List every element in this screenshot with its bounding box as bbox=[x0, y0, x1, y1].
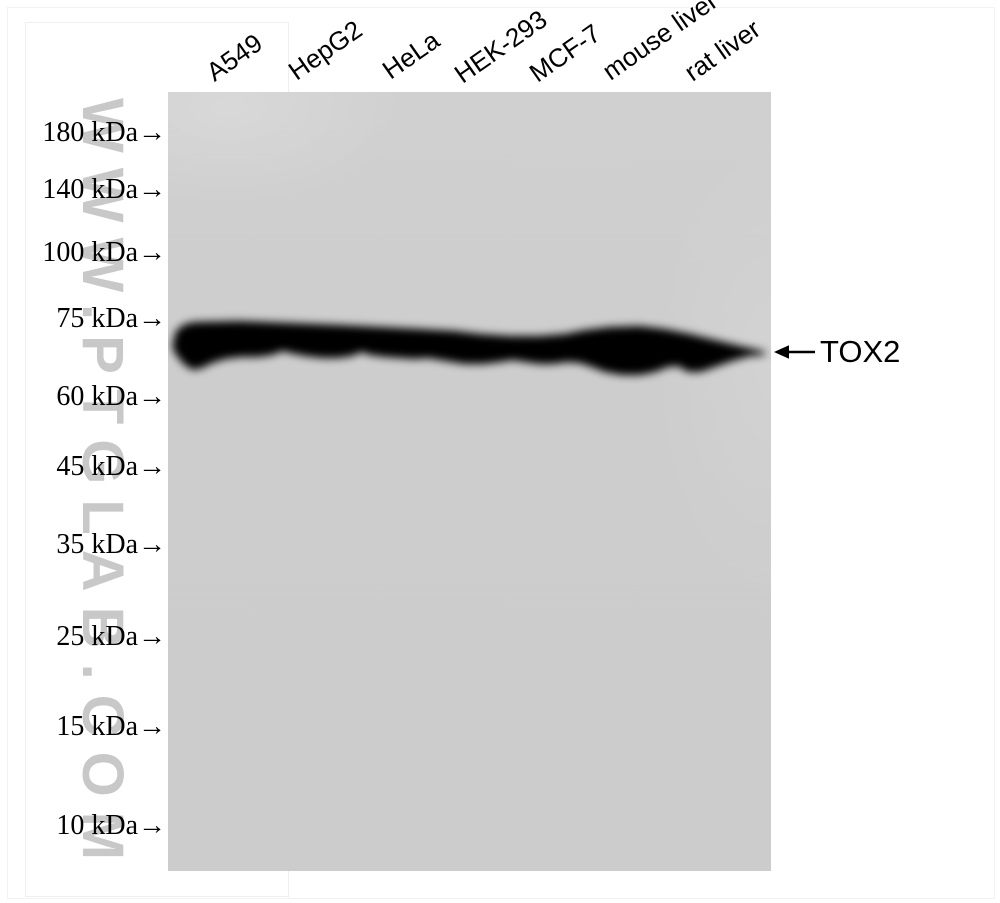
right-arrow-icon: → bbox=[138, 451, 166, 482]
mw-marker-35: 35 kDa→ bbox=[18, 528, 166, 562]
mw-marker-label: 25 kDa bbox=[56, 621, 138, 652]
mw-marker-label: 10 kDa bbox=[56, 810, 138, 841]
mw-marker-label: 35 kDa bbox=[56, 529, 138, 560]
mw-marker-label: 45 kDa bbox=[56, 451, 138, 482]
band-annotation: TOX2 bbox=[774, 336, 900, 368]
right-arrow-icon: → bbox=[138, 621, 166, 652]
right-arrow-icon: → bbox=[138, 810, 166, 841]
right-arrow-icon: → bbox=[138, 711, 166, 742]
mw-marker-25: 25 kDa→ bbox=[18, 620, 166, 654]
mw-marker-100: 100 kDa→ bbox=[18, 236, 166, 270]
mw-marker-10: 10 kDa→ bbox=[18, 809, 166, 843]
target-protein-label: TOX2 bbox=[820, 334, 901, 369]
mw-marker-140: 140 kDa→ bbox=[18, 173, 166, 207]
mw-marker-180: 180 kDa→ bbox=[18, 116, 166, 150]
right-arrow-icon: → bbox=[138, 381, 166, 412]
right-arrow-icon: → bbox=[138, 174, 166, 205]
mw-marker-label: 75 kDa bbox=[56, 303, 138, 334]
mw-marker-label: 60 kDa bbox=[56, 381, 138, 412]
right-arrow-icon: → bbox=[138, 117, 166, 148]
blot-membrane bbox=[168, 92, 771, 871]
mw-marker-label: 180 kDa bbox=[42, 117, 138, 148]
mw-marker-label: 15 kDa bbox=[56, 711, 138, 742]
right-arrow-icon: → bbox=[138, 303, 166, 334]
right-arrow-icon: → bbox=[138, 529, 166, 560]
mw-marker-45: 45 kDa→ bbox=[18, 450, 166, 484]
figure-outer-border bbox=[7, 7, 995, 899]
protein-band bbox=[172, 321, 766, 375]
watermark: WWW.PTGLAB.COM bbox=[70, 98, 135, 876]
mw-marker-75: 75 kDa→ bbox=[18, 302, 166, 336]
mw-marker-label: 140 kDa bbox=[42, 174, 138, 205]
left-arrow-icon bbox=[774, 345, 815, 359]
mw-marker-label: 100 kDa bbox=[42, 237, 138, 268]
mw-marker-15: 15 kDa→ bbox=[18, 710, 166, 744]
mw-marker-60: 60 kDa→ bbox=[18, 380, 166, 414]
right-arrow-icon: → bbox=[138, 237, 166, 268]
